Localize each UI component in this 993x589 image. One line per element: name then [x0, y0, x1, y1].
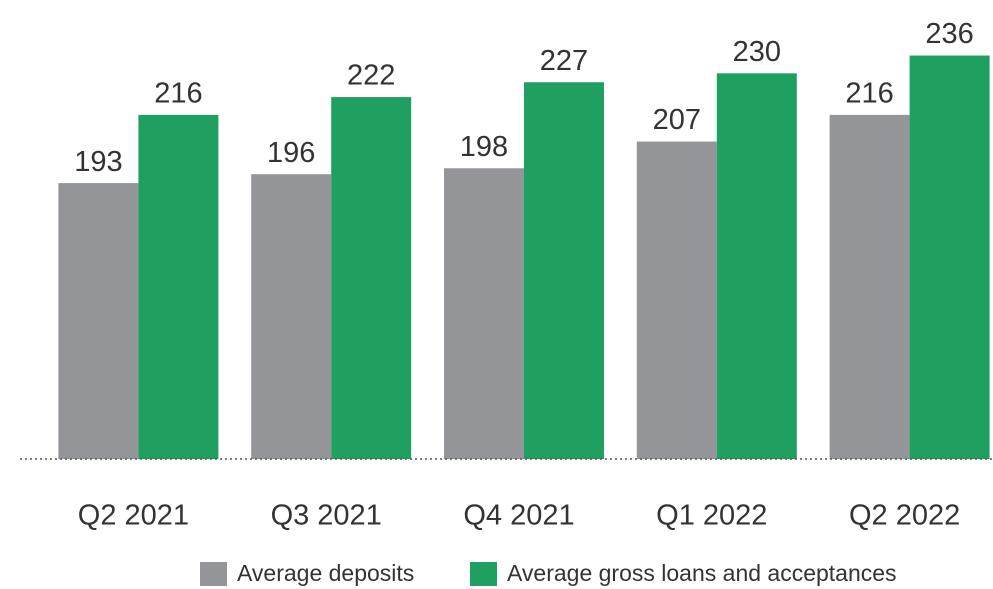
- value-label: 196: [267, 137, 315, 169]
- value-label: 216: [154, 78, 202, 110]
- value-label: 198: [460, 131, 508, 163]
- bar: [636, 141, 717, 460]
- bar: [524, 82, 604, 459]
- legend-label: Average gross loans and acceptances: [507, 560, 897, 586]
- value-label: 222: [347, 60, 395, 92]
- value-label: 236: [925, 18, 973, 50]
- bar: [909, 55, 990, 460]
- legend-swatch: [470, 562, 497, 586]
- value-label: 230: [733, 36, 781, 68]
- value-label: 207: [653, 104, 701, 136]
- bar: [138, 114, 219, 459]
- x-tick-label: Q4 2021: [463, 500, 574, 532]
- value-label: 216: [845, 78, 893, 110]
- x-tick-label: Q2 2021: [78, 500, 189, 532]
- legend-swatch: [200, 562, 227, 586]
- bar: [331, 97, 412, 460]
- x-tick-label: Q2 2022: [849, 500, 960, 532]
- x-tick-label: Q3 2021: [271, 500, 382, 532]
- value-label: 227: [540, 45, 588, 77]
- bar: [58, 183, 139, 459]
- bar: [716, 73, 797, 459]
- bar: [251, 174, 332, 459]
- bar: [829, 114, 910, 459]
- value-label: 193: [74, 146, 122, 178]
- x-tick-label: Q1 2022: [656, 500, 767, 532]
- bar: [444, 168, 524, 459]
- legend-label: Average deposits: [237, 560, 414, 586]
